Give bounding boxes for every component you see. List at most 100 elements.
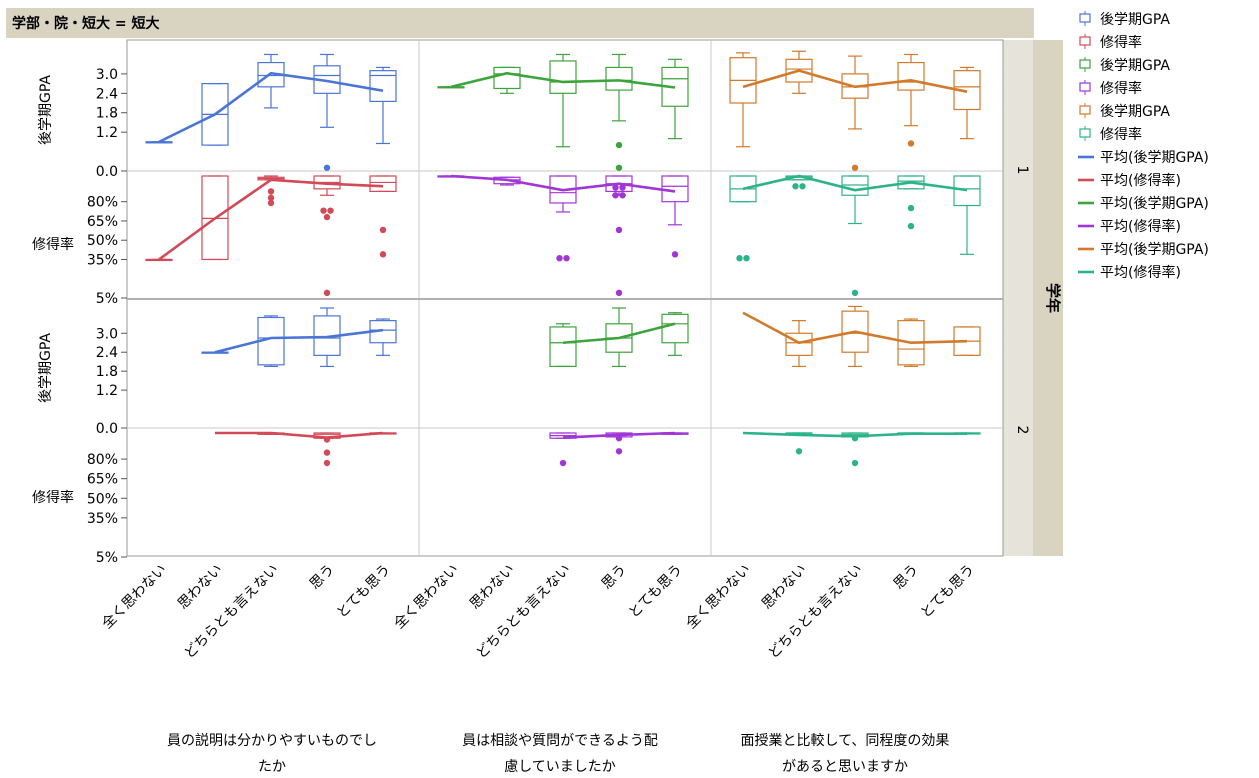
- legend-label: 修得率: [1100, 126, 1142, 143]
- legend-label: 平均(修得率): [1100, 172, 1181, 189]
- gpa-outlier: [615, 164, 623, 171]
- y-tick-label: 80%: [87, 195, 118, 211]
- y-tick-label: 80%: [87, 452, 118, 468]
- svg-text:面授業と比較して、同程度の効果: 面授業と比較して、同程度の効果: [741, 733, 950, 749]
- gpa-outlier: [323, 164, 331, 171]
- rate-box: [953, 175, 981, 207]
- legend-box-icon: [1079, 36, 1091, 46]
- gpa-mean-line: [742, 311, 968, 345]
- rate-outlier: [323, 449, 331, 456]
- y-label-gpa-row2: 後学期GPA: [38, 333, 54, 403]
- rate-outlier: [379, 251, 387, 258]
- gpa-outlier: [907, 140, 915, 147]
- panel-title-2: 員は相談や質問ができるよう配 慮していましたか: [462, 733, 658, 775]
- gpa-box: [785, 332, 813, 356]
- x-category-label: 思う: [307, 562, 338, 593]
- y-tick-label: 35%: [87, 511, 118, 527]
- rate-outlier: [320, 207, 327, 214]
- gpa-box: [493, 66, 521, 90]
- gpa-mean-line: [214, 328, 384, 354]
- gpa-box: [549, 326, 577, 368]
- rate-outlier: [267, 194, 275, 202]
- rate-outlier: [323, 459, 331, 467]
- gpa-mean-line: [562, 322, 676, 345]
- x-category-label: どちらとも言えない: [181, 562, 281, 662]
- legend-box-icon: [1079, 128, 1091, 138]
- legend-label: 後学期GPA: [1100, 104, 1170, 120]
- rate-outlier: [619, 184, 626, 191]
- svg-text:たか: たか: [258, 759, 286, 775]
- rate-outlier: [267, 188, 275, 195]
- x-category-label: どちらとも言えない: [765, 562, 865, 662]
- gpa-box: [605, 66, 633, 91]
- rate-outlier: [851, 435, 859, 442]
- rate-box: [369, 175, 397, 193]
- chart-marks: [145, 50, 981, 467]
- rate-mean-line: [158, 178, 384, 261]
- x-category-label: どちらとも言えない: [473, 562, 573, 662]
- row-label-2: 2: [1014, 426, 1030, 435]
- legend-label: 平均(後学期GPA): [1100, 150, 1209, 166]
- y-label-rate-row1: 修得率: [32, 236, 74, 253]
- y-tick-label: 1.8: [96, 106, 118, 122]
- rate-mean-line: [562, 431, 676, 439]
- svg-text:員は相談や質問ができるよう配: 員は相談や質問ができるよう配: [462, 733, 658, 749]
- y-tick-label: 65%: [87, 214, 118, 230]
- legend-box-icon: [1079, 59, 1091, 69]
- x-category-label: 思わない: [759, 562, 810, 613]
- x-category-label: 思わない: [467, 562, 518, 613]
- rate-box: [201, 175, 229, 261]
- y-tick-label: 65%: [87, 472, 118, 488]
- legend-label: 平均(後学期GPA): [1100, 242, 1209, 258]
- y-tick-label: 2.4: [96, 345, 118, 361]
- rate-outlier: [323, 213, 331, 221]
- rate-outlier: [615, 435, 623, 442]
- legend-box-icon: [1079, 82, 1091, 92]
- legend-label: 平均(後学期GPA): [1100, 196, 1209, 212]
- legend-label: 後学期GPA: [1100, 58, 1170, 74]
- legend-box-icon: [1079, 105, 1091, 115]
- rate-outlier: [556, 254, 563, 262]
- rate-outlier: [615, 226, 623, 234]
- rate-outlier: [851, 459, 859, 467]
- header-title: 学部・院・短大 = 短大: [12, 15, 159, 32]
- rate-outlier: [559, 459, 567, 467]
- gpa-mean-line: [450, 71, 676, 89]
- svg-text:員の説明は分かりやすいものでし: 員の説明は分かりやすいものでし: [167, 733, 377, 749]
- gpa-box: [369, 70, 397, 103]
- rate-outlier: [327, 207, 334, 214]
- rate-outlier: [907, 222, 915, 230]
- y-tick-label: 35%: [87, 252, 118, 268]
- gpa-box: [897, 61, 925, 91]
- y-tick-label: 3.0: [96, 67, 118, 83]
- x-category-label: 全く思わない: [390, 561, 461, 632]
- y-label-gpa-row1: 後学期GPA: [38, 75, 54, 145]
- rate-outlier: [323, 289, 331, 297]
- panel-title-3: 面授業と比較して、同程度の効果 があると思いますか: [741, 733, 950, 775]
- gpa-box: [661, 313, 689, 344]
- rate-outlier: [792, 183, 799, 190]
- rate-outlier: [907, 204, 915, 212]
- row-group-strip: [1033, 40, 1063, 556]
- legend-label: 修得率: [1100, 80, 1142, 97]
- gpa-outlier: [615, 141, 623, 149]
- header-bar: [6, 8, 1034, 38]
- y-tick-label: 0.0: [96, 421, 118, 437]
- x-category-label: とても思う: [918, 562, 978, 622]
- rate-mean-line: [742, 174, 968, 192]
- panel-title-1: 員の説明は分かりやすいものでし たか: [167, 733, 377, 775]
- gpa-mean-line: [158, 71, 384, 144]
- rate-outlier: [379, 226, 387, 234]
- legend-label: 平均(修得率): [1100, 264, 1181, 281]
- legend-label: 後学期GPA: [1100, 12, 1170, 28]
- y-tick-label: 2.4: [96, 86, 118, 102]
- x-category-label: 思う: [891, 562, 922, 593]
- legend-label: 平均(修得率): [1100, 218, 1181, 235]
- rate-outlier: [267, 199, 275, 207]
- y-tick-label: 3.0: [96, 326, 118, 342]
- legend-box-icon: [1079, 13, 1091, 23]
- y-tick-label: 1.2: [96, 383, 118, 399]
- y-tick-label: 1.2: [96, 125, 118, 141]
